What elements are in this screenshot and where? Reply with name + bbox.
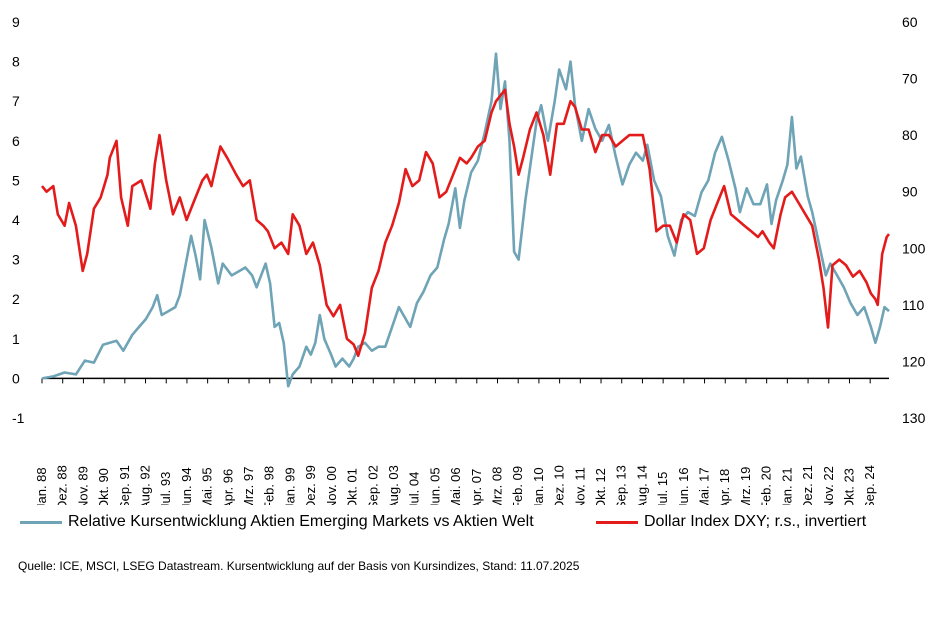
source-note: Quelle: ICE, MSCI, LSEG Datastream. Kurs… bbox=[18, 559, 580, 573]
legend-label-dxy: Dollar Index DXY; r.s., invertiert bbox=[644, 513, 867, 530]
left-tick-label: -1 bbox=[12, 410, 25, 426]
x-tick-label: Mai. 17 bbox=[697, 467, 712, 505]
left-tick-label: 6 bbox=[12, 133, 20, 149]
right-tick-label: 70 bbox=[902, 71, 918, 87]
x-tick-label: Dez. 21 bbox=[800, 465, 815, 505]
right-axis-ticks: 130 120 110 100 90 80 70 60 bbox=[902, 14, 926, 426]
left-tick-label: 2 bbox=[12, 291, 20, 307]
right-tick-label: 100 bbox=[902, 240, 926, 256]
legend-label-em: Relative Kursentwicklung Aktien Emerging… bbox=[68, 513, 534, 530]
x-tick-label: Mrz. 08 bbox=[489, 467, 504, 505]
x-tick-label: Aug. 14 bbox=[634, 465, 649, 505]
legend-swatch-em bbox=[20, 520, 62, 524]
right-tick-label: 80 bbox=[902, 127, 918, 143]
x-tick-label: Jan. 21 bbox=[779, 467, 794, 505]
x-tick-label: Nov. 22 bbox=[821, 466, 836, 505]
x-tick-label: Feb. 20 bbox=[759, 466, 774, 505]
x-axis-ticks: Jan. 88 Dez. 88 Nov. 89 Okt. 90 Sep. 91 Aug. … bbox=[34, 378, 877, 505]
x-tick-label: Sep. 91 bbox=[117, 465, 132, 505]
left-tick-label: 7 bbox=[12, 93, 20, 109]
x-tick-label: Nov. 00 bbox=[324, 466, 339, 505]
legend-swatch-dxy bbox=[596, 520, 638, 524]
x-tick-label: Okt. 01 bbox=[345, 468, 360, 505]
right-tick-label: 110 bbox=[902, 297, 925, 313]
left-tick-label: 0 bbox=[12, 370, 20, 386]
x-tick-label: Nov. 11 bbox=[572, 467, 587, 505]
legend: Relative Kursentwicklung Aktien Emerging… bbox=[0, 513, 945, 535]
x-tick-label: Jul. 04 bbox=[407, 472, 422, 505]
left-tick-label: 9 bbox=[12, 14, 20, 30]
x-tick-label: Apr. 96 bbox=[220, 469, 235, 505]
right-tick-label: 60 bbox=[902, 14, 918, 30]
x-tick-label: Okt. 23 bbox=[841, 468, 856, 505]
x-tick-label: Jan. 88 bbox=[34, 467, 49, 505]
x-tick-label: Jan. 10 bbox=[531, 467, 546, 505]
x-tick-label: Mai. 06 bbox=[448, 467, 463, 505]
x-tick-label: Nov. 89 bbox=[75, 466, 90, 505]
legend-item-em: Relative Kursentwicklung Aktien Emerging… bbox=[20, 513, 534, 531]
x-tick-label: Dez. 88 bbox=[55, 465, 70, 505]
series-em-relative-line bbox=[41, 52, 890, 388]
x-tick-label: Mai. 95 bbox=[200, 467, 215, 505]
legend-item-dxy: Dollar Index DXY; r.s., invertiert bbox=[596, 513, 866, 531]
right-tick-label: 130 bbox=[902, 410, 926, 426]
x-tick-label: Jan. 99 bbox=[282, 467, 297, 505]
x-tick-label: Sep. 13 bbox=[614, 465, 629, 505]
left-tick-label: 4 bbox=[12, 212, 20, 228]
left-tick-label: 5 bbox=[12, 172, 20, 188]
x-tick-label: Jun. 05 bbox=[427, 467, 442, 505]
x-tick-label: Okt. 90 bbox=[96, 468, 111, 505]
series-dxy-line bbox=[40, 88, 891, 358]
left-axis-ticks: -1 0 1 2 3 4 5 6 7 8 9 bbox=[12, 14, 25, 426]
left-tick-label: 3 bbox=[12, 252, 20, 268]
x-tick-label: Mrz. 19 bbox=[738, 467, 753, 505]
x-tick-label: Jul. 93 bbox=[158, 472, 173, 505]
x-tick-label: Mrz. 97 bbox=[241, 467, 256, 505]
x-tick-label: Sep. 24 bbox=[862, 465, 877, 505]
left-tick-label: 1 bbox=[12, 331, 20, 347]
x-tick-label: Aug. 92 bbox=[138, 465, 153, 505]
x-tick-label: Apr. 18 bbox=[717, 469, 732, 505]
left-tick-label: 8 bbox=[12, 54, 20, 70]
x-tick-label: Dez. 10 bbox=[552, 465, 567, 505]
x-tick-label: Jul. 15 bbox=[655, 472, 670, 505]
x-tick-label: Feb. 09 bbox=[510, 466, 525, 505]
x-tick-label: Jun. 94 bbox=[179, 467, 194, 505]
x-tick-label: Sep. 02 bbox=[365, 465, 380, 505]
line-chart: -1 0 1 2 3 4 5 6 7 8 9 130 120 110 100 90 80 70 60 Jan. 8… bbox=[12, 14, 926, 505]
x-tick-label: Aug. 03 bbox=[386, 465, 401, 505]
x-tick-label: Apr. 07 bbox=[469, 469, 484, 505]
x-tick-label: Jun. 16 bbox=[676, 467, 691, 505]
x-tick-label: Okt. 12 bbox=[593, 468, 608, 505]
x-tick-label: Dez. 99 bbox=[303, 465, 318, 505]
right-tick-label: 90 bbox=[902, 184, 918, 200]
right-tick-label: 120 bbox=[902, 353, 926, 369]
x-tick-label: Feb. 98 bbox=[262, 466, 277, 505]
